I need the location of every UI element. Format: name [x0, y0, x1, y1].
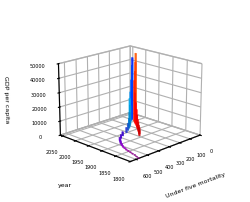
Y-axis label: year: year: [58, 183, 72, 188]
X-axis label: Under five mortality: Under five mortality: [165, 172, 226, 199]
